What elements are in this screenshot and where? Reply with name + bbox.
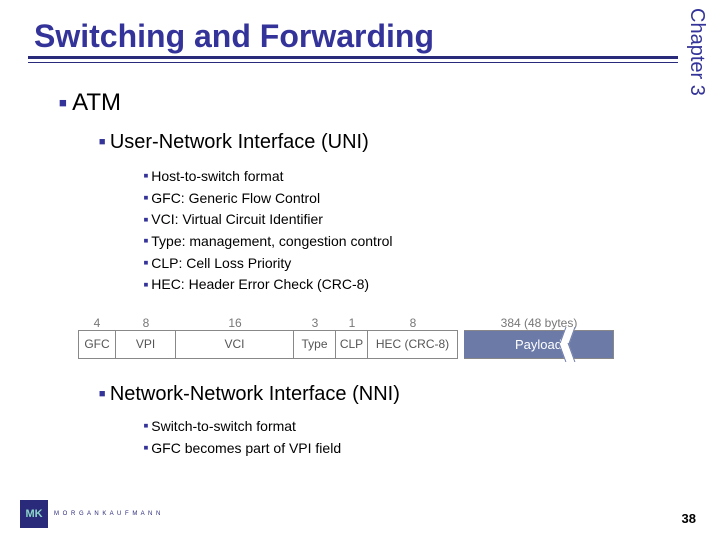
bullet-level-1: ATM <box>46 89 692 117</box>
list-item: Type: management, congestion control <box>136 231 692 253</box>
uni-heading: User-Network Interface (UNI) <box>88 131 692 154</box>
list-item: Switch-to-switch format <box>136 416 692 438</box>
title-bar: Switching and Forwarding <box>28 0 692 55</box>
field-vci: VCI <box>176 330 294 359</box>
nni-list: Switch-to-switch format GFC becomes part… <box>136 416 692 459</box>
field-hec: HEC (CRC-8) <box>368 330 458 359</box>
title-underline-thick <box>28 56 692 59</box>
list-item: VCI: Virtual Circuit Identifier <box>136 209 692 231</box>
field-payload: Payload <box>464 330 614 359</box>
logo-text: M O R G A N K A U F M A N N <box>54 511 161 517</box>
field-gfc: GFC <box>78 330 116 359</box>
bit-label: 8 <box>368 316 458 330</box>
page-title: Switching and Forwarding <box>28 18 692 55</box>
logo-mark: MK <box>20 500 48 528</box>
slide: Chapter 3 Switching and Forwarding ATM U… <box>0 0 720 540</box>
bit-label: 1 <box>336 316 368 330</box>
bit-width-row: 4 8 16 3 1 8 384 (48 bytes) <box>78 316 692 330</box>
bit-label: 8 <box>116 316 176 330</box>
section-atm: ATM <box>46 89 692 117</box>
payload-break-icon <box>562 327 572 362</box>
list-item: Host-to-switch format <box>136 166 692 188</box>
bit-label-payload: 384 (48 bytes) <box>464 316 614 330</box>
field-row: GFC VPI VCI Type CLP HEC (CRC-8) Payload <box>78 330 692 359</box>
list-item: GFC becomes part of VPI field <box>136 438 692 460</box>
publisher-logo: MK M O R G A N K A U F M A N N <box>20 500 161 528</box>
list-item: CLP: Cell Loss Priority <box>136 253 692 275</box>
field-clp: CLP <box>336 330 368 359</box>
bit-label: 4 <box>78 316 116 330</box>
bit-label: 16 <box>176 316 294 330</box>
bullet-level-2: Network-Network Interface (NNI) <box>88 383 692 406</box>
title-underline-thin <box>28 62 692 63</box>
bit-label: 3 <box>294 316 336 330</box>
uni-list: Host-to-switch format GFC: Generic Flow … <box>136 166 692 296</box>
page-number: 38 <box>682 511 696 526</box>
nni-heading: Network-Network Interface (NNI) <box>88 383 692 406</box>
bullet-level-2: User-Network Interface (UNI) <box>88 131 692 154</box>
list-item: GFC: Generic Flow Control <box>136 188 692 210</box>
field-type: Type <box>294 330 336 359</box>
chapter-side-tab: Chapter 3 <box>678 0 720 128</box>
atm-cell-diagram: 4 8 16 3 1 8 384 (48 bytes) GFC VPI VCI … <box>78 316 692 359</box>
list-item: HEC: Header Error Check (CRC-8) <box>136 274 692 296</box>
field-payload-wrap: Payload <box>464 330 614 359</box>
field-vpi: VPI <box>116 330 176 359</box>
chapter-label: Chapter 3 <box>685 8 708 96</box>
